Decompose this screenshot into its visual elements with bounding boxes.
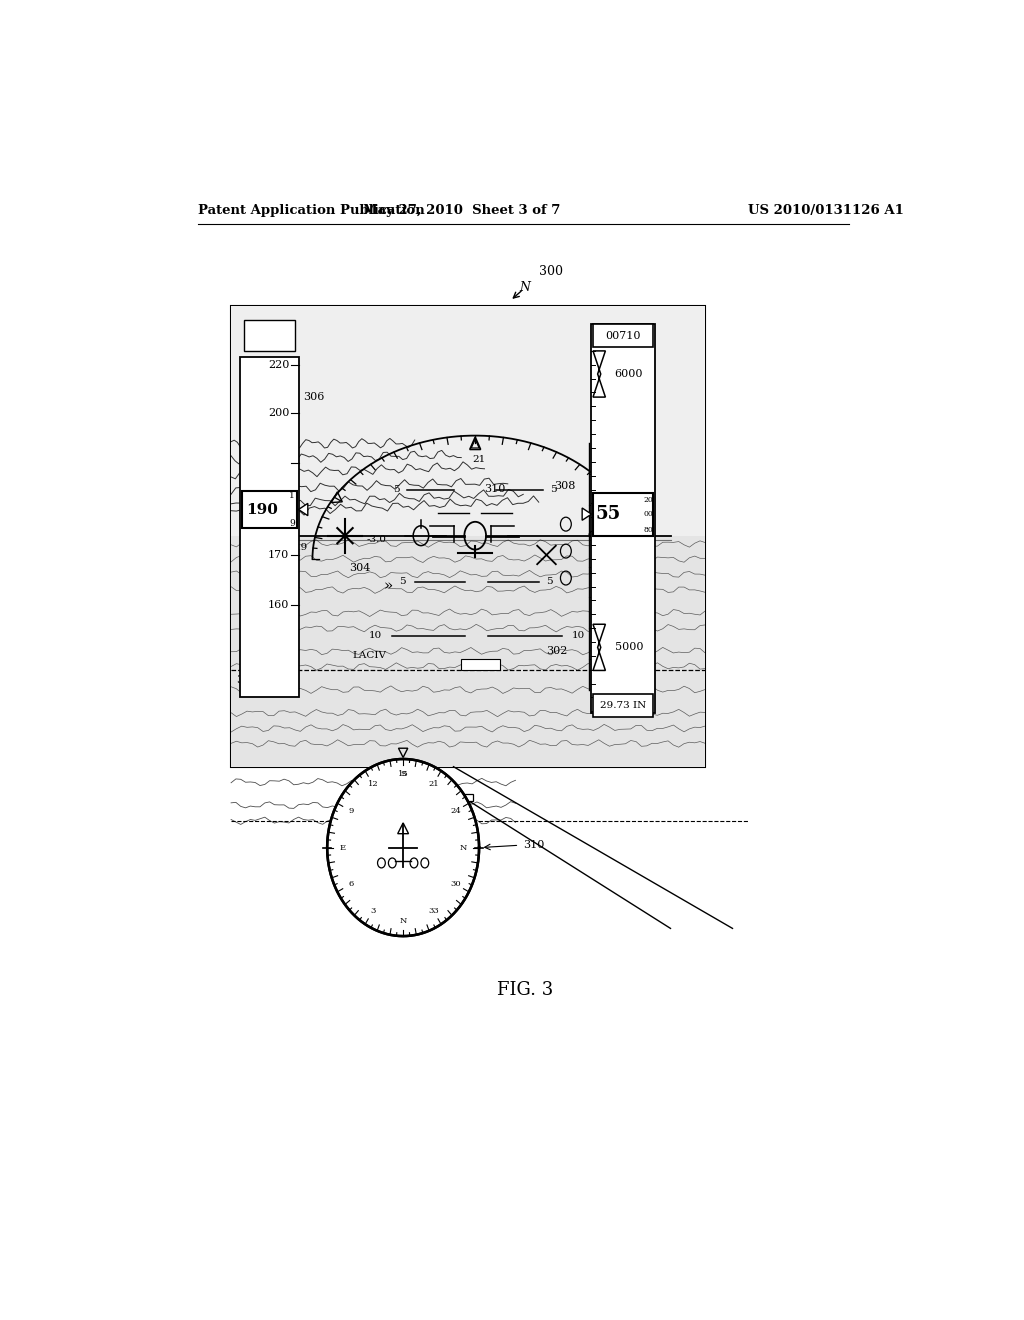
Text: 6: 6 xyxy=(348,880,353,888)
Text: S: S xyxy=(400,771,407,779)
Polygon shape xyxy=(583,508,592,520)
Bar xyxy=(593,494,653,536)
Text: 306: 306 xyxy=(303,392,325,403)
Text: 5: 5 xyxy=(550,484,557,494)
Text: Patent Application Publication: Patent Application Publication xyxy=(198,205,425,218)
Text: 19: 19 xyxy=(295,543,308,552)
Text: 302: 302 xyxy=(547,647,568,656)
Text: 9: 9 xyxy=(348,807,353,814)
Bar xyxy=(242,491,297,528)
Bar xyxy=(231,306,706,536)
Text: 10: 10 xyxy=(571,631,585,640)
Bar xyxy=(592,323,655,713)
Text: 5: 5 xyxy=(392,484,399,494)
Text: 310: 310 xyxy=(523,841,545,850)
Bar xyxy=(430,793,473,801)
Text: 308: 308 xyxy=(554,480,575,491)
Text: May 27, 2010  Sheet 3 of 7: May 27, 2010 Sheet 3 of 7 xyxy=(362,205,560,218)
Text: 5000: 5000 xyxy=(614,643,643,652)
Text: 170: 170 xyxy=(268,550,289,560)
Text: 5: 5 xyxy=(398,577,406,586)
Text: 21: 21 xyxy=(472,455,485,463)
Bar xyxy=(461,659,500,671)
Text: 6000: 6000 xyxy=(614,370,643,379)
Text: 5: 5 xyxy=(547,577,553,586)
Text: 00: 00 xyxy=(644,510,653,519)
Text: 160: 160 xyxy=(268,601,289,610)
Text: FIG. 3: FIG. 3 xyxy=(497,981,553,999)
Text: N: N xyxy=(460,843,467,851)
Text: 190: 190 xyxy=(246,503,278,516)
Text: 1: 1 xyxy=(290,491,295,500)
Bar xyxy=(245,321,295,351)
Text: 3: 3 xyxy=(371,907,376,915)
Polygon shape xyxy=(299,503,308,516)
Text: »: » xyxy=(384,578,393,593)
Text: 300: 300 xyxy=(539,265,563,277)
Text: 10: 10 xyxy=(369,631,382,640)
Text: 33: 33 xyxy=(428,907,438,915)
Ellipse shape xyxy=(328,759,479,936)
Text: 314: 314 xyxy=(399,828,421,837)
Text: 21: 21 xyxy=(428,780,438,788)
Bar xyxy=(231,306,706,767)
Text: 24: 24 xyxy=(451,807,461,814)
Text: 55: 55 xyxy=(596,506,622,523)
Text: E: E xyxy=(340,843,346,851)
Text: 314: 314 xyxy=(237,676,258,685)
Text: N: N xyxy=(519,281,530,294)
Bar xyxy=(593,323,653,347)
Bar xyxy=(241,358,299,697)
Text: 9: 9 xyxy=(290,519,295,528)
Text: 80: 80 xyxy=(644,525,653,533)
Text: 200: 200 xyxy=(268,408,289,417)
Text: -3.0: -3.0 xyxy=(367,535,387,544)
Text: 29.73 IN: 29.73 IN xyxy=(600,701,646,710)
Text: 30: 30 xyxy=(451,880,461,888)
Text: 21: 21 xyxy=(624,543,637,552)
Text: N: N xyxy=(399,916,407,925)
Text: LACIV: LACIV xyxy=(352,651,387,660)
Text: 310: 310 xyxy=(484,484,506,495)
Text: 180: 180 xyxy=(268,504,289,513)
Text: 12: 12 xyxy=(368,780,378,788)
Text: 20: 20 xyxy=(644,495,653,503)
Text: 00710: 00710 xyxy=(605,330,641,341)
Bar xyxy=(231,536,706,767)
Bar xyxy=(593,693,653,717)
Text: 15: 15 xyxy=(397,771,409,779)
Text: US 2010/0131126 A1: US 2010/0131126 A1 xyxy=(748,205,904,218)
Text: 304: 304 xyxy=(349,564,371,573)
Text: 220: 220 xyxy=(268,360,289,370)
